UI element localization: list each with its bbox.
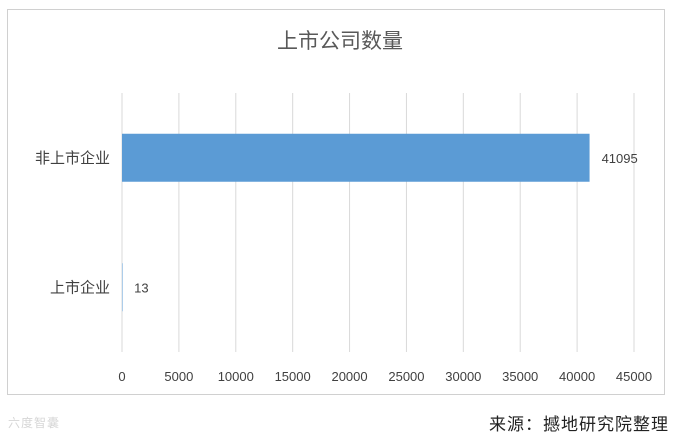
- x-tick-label-6: 30000: [445, 369, 481, 384]
- labels: 0 5000 10000 15000 20000 25000 30000 35000 40000…: [35, 149, 652, 384]
- x-tick-label-3: 15000: [275, 369, 311, 384]
- x-tick-label-9: 45000: [616, 369, 652, 384]
- bar-0: [122, 133, 590, 182]
- gridlines: [121, 93, 635, 352]
- x-tick-label-4: 20000: [331, 369, 367, 384]
- x-tick-label-7: 35000: [502, 369, 538, 384]
- source-note: 来源：撼地研究院整理: [489, 415, 669, 435]
- category-label-0: 非上市企业: [35, 149, 110, 167]
- bar-1: [122, 263, 123, 312]
- x-tick-label-0: 0: [118, 369, 125, 384]
- bar-chart: 上市公司数量 0 5000 10000 15000 20000 25000 30000 350…: [35, 29, 652, 384]
- x-tick-label-8: 40000: [559, 369, 595, 384]
- x-tick-label-2: 10000: [218, 369, 254, 384]
- chart-title: 上市公司数量: [277, 29, 403, 53]
- x-tick-label-5: 25000: [388, 369, 424, 384]
- value-label-1: 13: [134, 280, 148, 295]
- category-label-1: 上市企业: [50, 278, 110, 296]
- value-label-0: 41095: [602, 151, 638, 166]
- bars: [122, 133, 590, 312]
- watermark-text: 六度智囊: [8, 416, 61, 430]
- x-tick-label-1: 5000: [164, 369, 193, 384]
- chart-frame: [7, 9, 665, 395]
